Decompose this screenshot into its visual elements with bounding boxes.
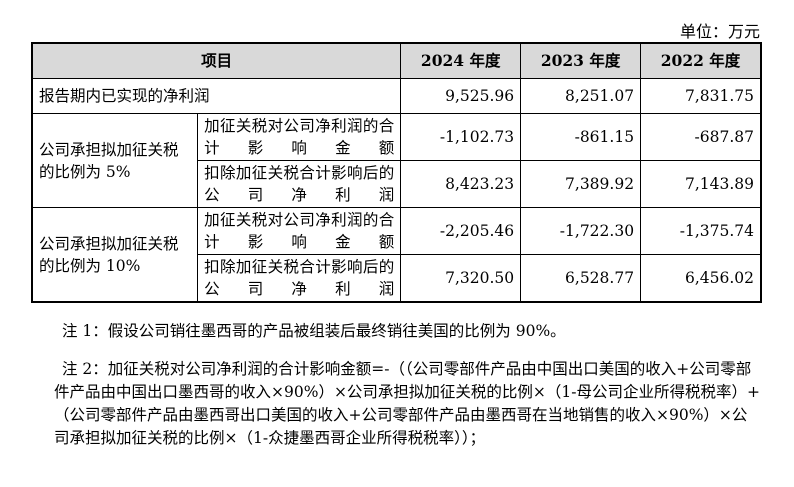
cell-value: -1,375.74 [640, 207, 762, 255]
cell-value: 8,251.07 [520, 78, 642, 114]
header-2022: 2022 年度 [640, 42, 762, 79]
unit-label: 单位：万元 [679, 22, 760, 41]
cell-value: 7,389.92 [520, 160, 642, 208]
cell-value: -1,102.73 [400, 113, 522, 161]
cell-value: 6,456.02 [640, 254, 762, 303]
cell-value: 7,831.75 [640, 78, 762, 114]
cell-value: -2,205.46 [400, 207, 522, 255]
cell-value: 7,320.50 [400, 254, 522, 303]
cell-value: -687.87 [640, 113, 762, 161]
group-label-5pct: 公司承担拟加征关税的比例为 5% [31, 113, 199, 208]
cell-value: -861.15 [520, 113, 642, 161]
row-label-adjusted: 扣除加征关税合计影响后的公司净利润 [197, 254, 402, 303]
cell-value: 6,528.77 [520, 254, 642, 303]
net-profit-tariff-table: 项目 2024 年度 2023 年度 2022 年度 报告期内已实现的净利润 9… [31, 42, 762, 303]
table-row: 报告期内已实现的净利润 9,525.96 8,251.07 7,831.75 [31, 78, 762, 114]
footnote-2: 注 2：加征关税对公司净利润的合计影响金额=-（（公司零部件产品由中国出口美国的… [54, 360, 761, 447]
cell-value: -1,722.30 [520, 207, 642, 255]
table-row: 扣除加征关税合计影响后的公司净利润 7,320.50 6,528.77 6,45… [32, 254, 762, 303]
header-item: 项目 [31, 42, 402, 79]
footnote-1: 注 1：假设公司销往墨西哥的产品被组装后最终销往美国的比例为 90%。 [62, 322, 566, 340]
table-row: 扣除加征关税合计影响后的公司净利润 8,423.23 7,389.92 7,14… [32, 160, 762, 208]
table-row: 公司承担拟加征关税的比例为 10% 加征关税对公司净利润的合计影响金额 -2,2… [31, 207, 762, 303]
footnotes: 注 1：假设公司销往墨西哥的产品被组装后最终销往美国的比例为 90%。 注 2：… [54, 320, 762, 447]
header-2023: 2023 年度 [520, 42, 642, 79]
row-label-impact: 加征关税对公司净利润的合计影响金额 [197, 113, 402, 161]
cell-value: 9,525.96 [400, 78, 522, 114]
group-label-10pct: 公司承担拟加征关税的比例为 10% [31, 207, 199, 303]
row-label-realized: 报告期内已实现的净利润 [31, 78, 402, 114]
row-label-adjusted: 扣除加征关税合计影响后的公司净利润 [197, 160, 402, 208]
cell-value: 7,143.89 [640, 160, 762, 208]
table-header-row: 项目 2024 年度 2023 年度 2022 年度 [31, 42, 762, 79]
cell-value: 8,423.23 [400, 160, 522, 208]
table-row: 公司承担拟加征关税的比例为 5% 加征关税对公司净利润的合计影响金额 -1,10… [31, 113, 762, 208]
header-2024: 2024 年度 [400, 42, 522, 79]
row-label-impact: 加征关税对公司净利润的合计影响金额 [197, 207, 402, 255]
